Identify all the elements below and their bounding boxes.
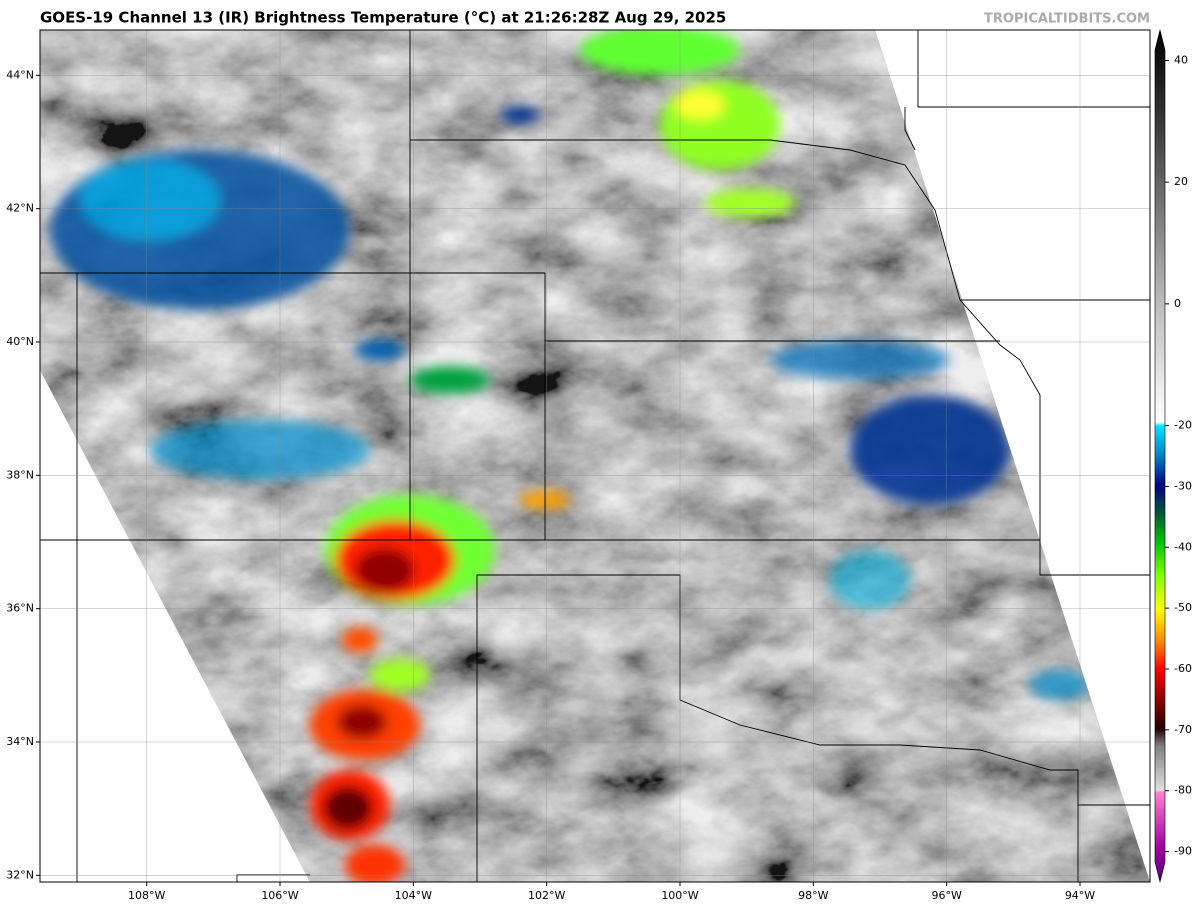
y-tick-label: 38°N (6, 468, 34, 481)
x-tick-label: 94°W (1065, 889, 1095, 902)
colorbar-tick-label: -40 (1174, 540, 1192, 553)
title: GOES-19 Channel 13 (IR) Brightness Tempe… (40, 9, 726, 27)
colorbar-tick-label: -30 (1174, 479, 1192, 492)
y-tick-label: 32°N (6, 868, 34, 881)
colorbar-tick-label: 20 (1174, 175, 1188, 188)
x-tick-label: 102°W (528, 889, 565, 902)
y-tick-label: 42°N (6, 202, 34, 215)
x-tick-label: 106°W (261, 889, 298, 902)
colorbar-tick-label: 40 (1174, 53, 1188, 66)
y-tick-label: 40°N (6, 335, 34, 348)
y-tick-label: 36°N (6, 602, 34, 615)
colorbar (1154, 29, 1166, 883)
colorbar-tick-label: 0 (1174, 297, 1181, 310)
colorbar-tick-label: -60 (1174, 662, 1192, 675)
map-frame (39, 29, 1151, 883)
ir-imagery (40, 30, 1150, 882)
colorbar-tick-label: -80 (1174, 784, 1192, 797)
y-tick-label: 44°N (6, 68, 34, 81)
x-tick-label: 100°W (661, 889, 698, 902)
y-tick-label: 34°N (6, 735, 34, 748)
x-tick-label: 104°W (395, 889, 432, 902)
x-tick-label: 108°W (128, 889, 165, 902)
colorbar-tick-label: -70 (1174, 723, 1192, 736)
x-tick-label: 98°W (798, 889, 828, 902)
watermark: TROPICALTIDBITS.COM (984, 12, 1150, 27)
graticule (40, 30, 1150, 882)
colorbar-tick-label: -50 (1174, 601, 1192, 614)
colorbar-tick-label: -90 (1174, 845, 1192, 858)
colorbar-tick-label: -20 (1174, 419, 1192, 432)
x-tick-label: 96°W (931, 889, 961, 902)
